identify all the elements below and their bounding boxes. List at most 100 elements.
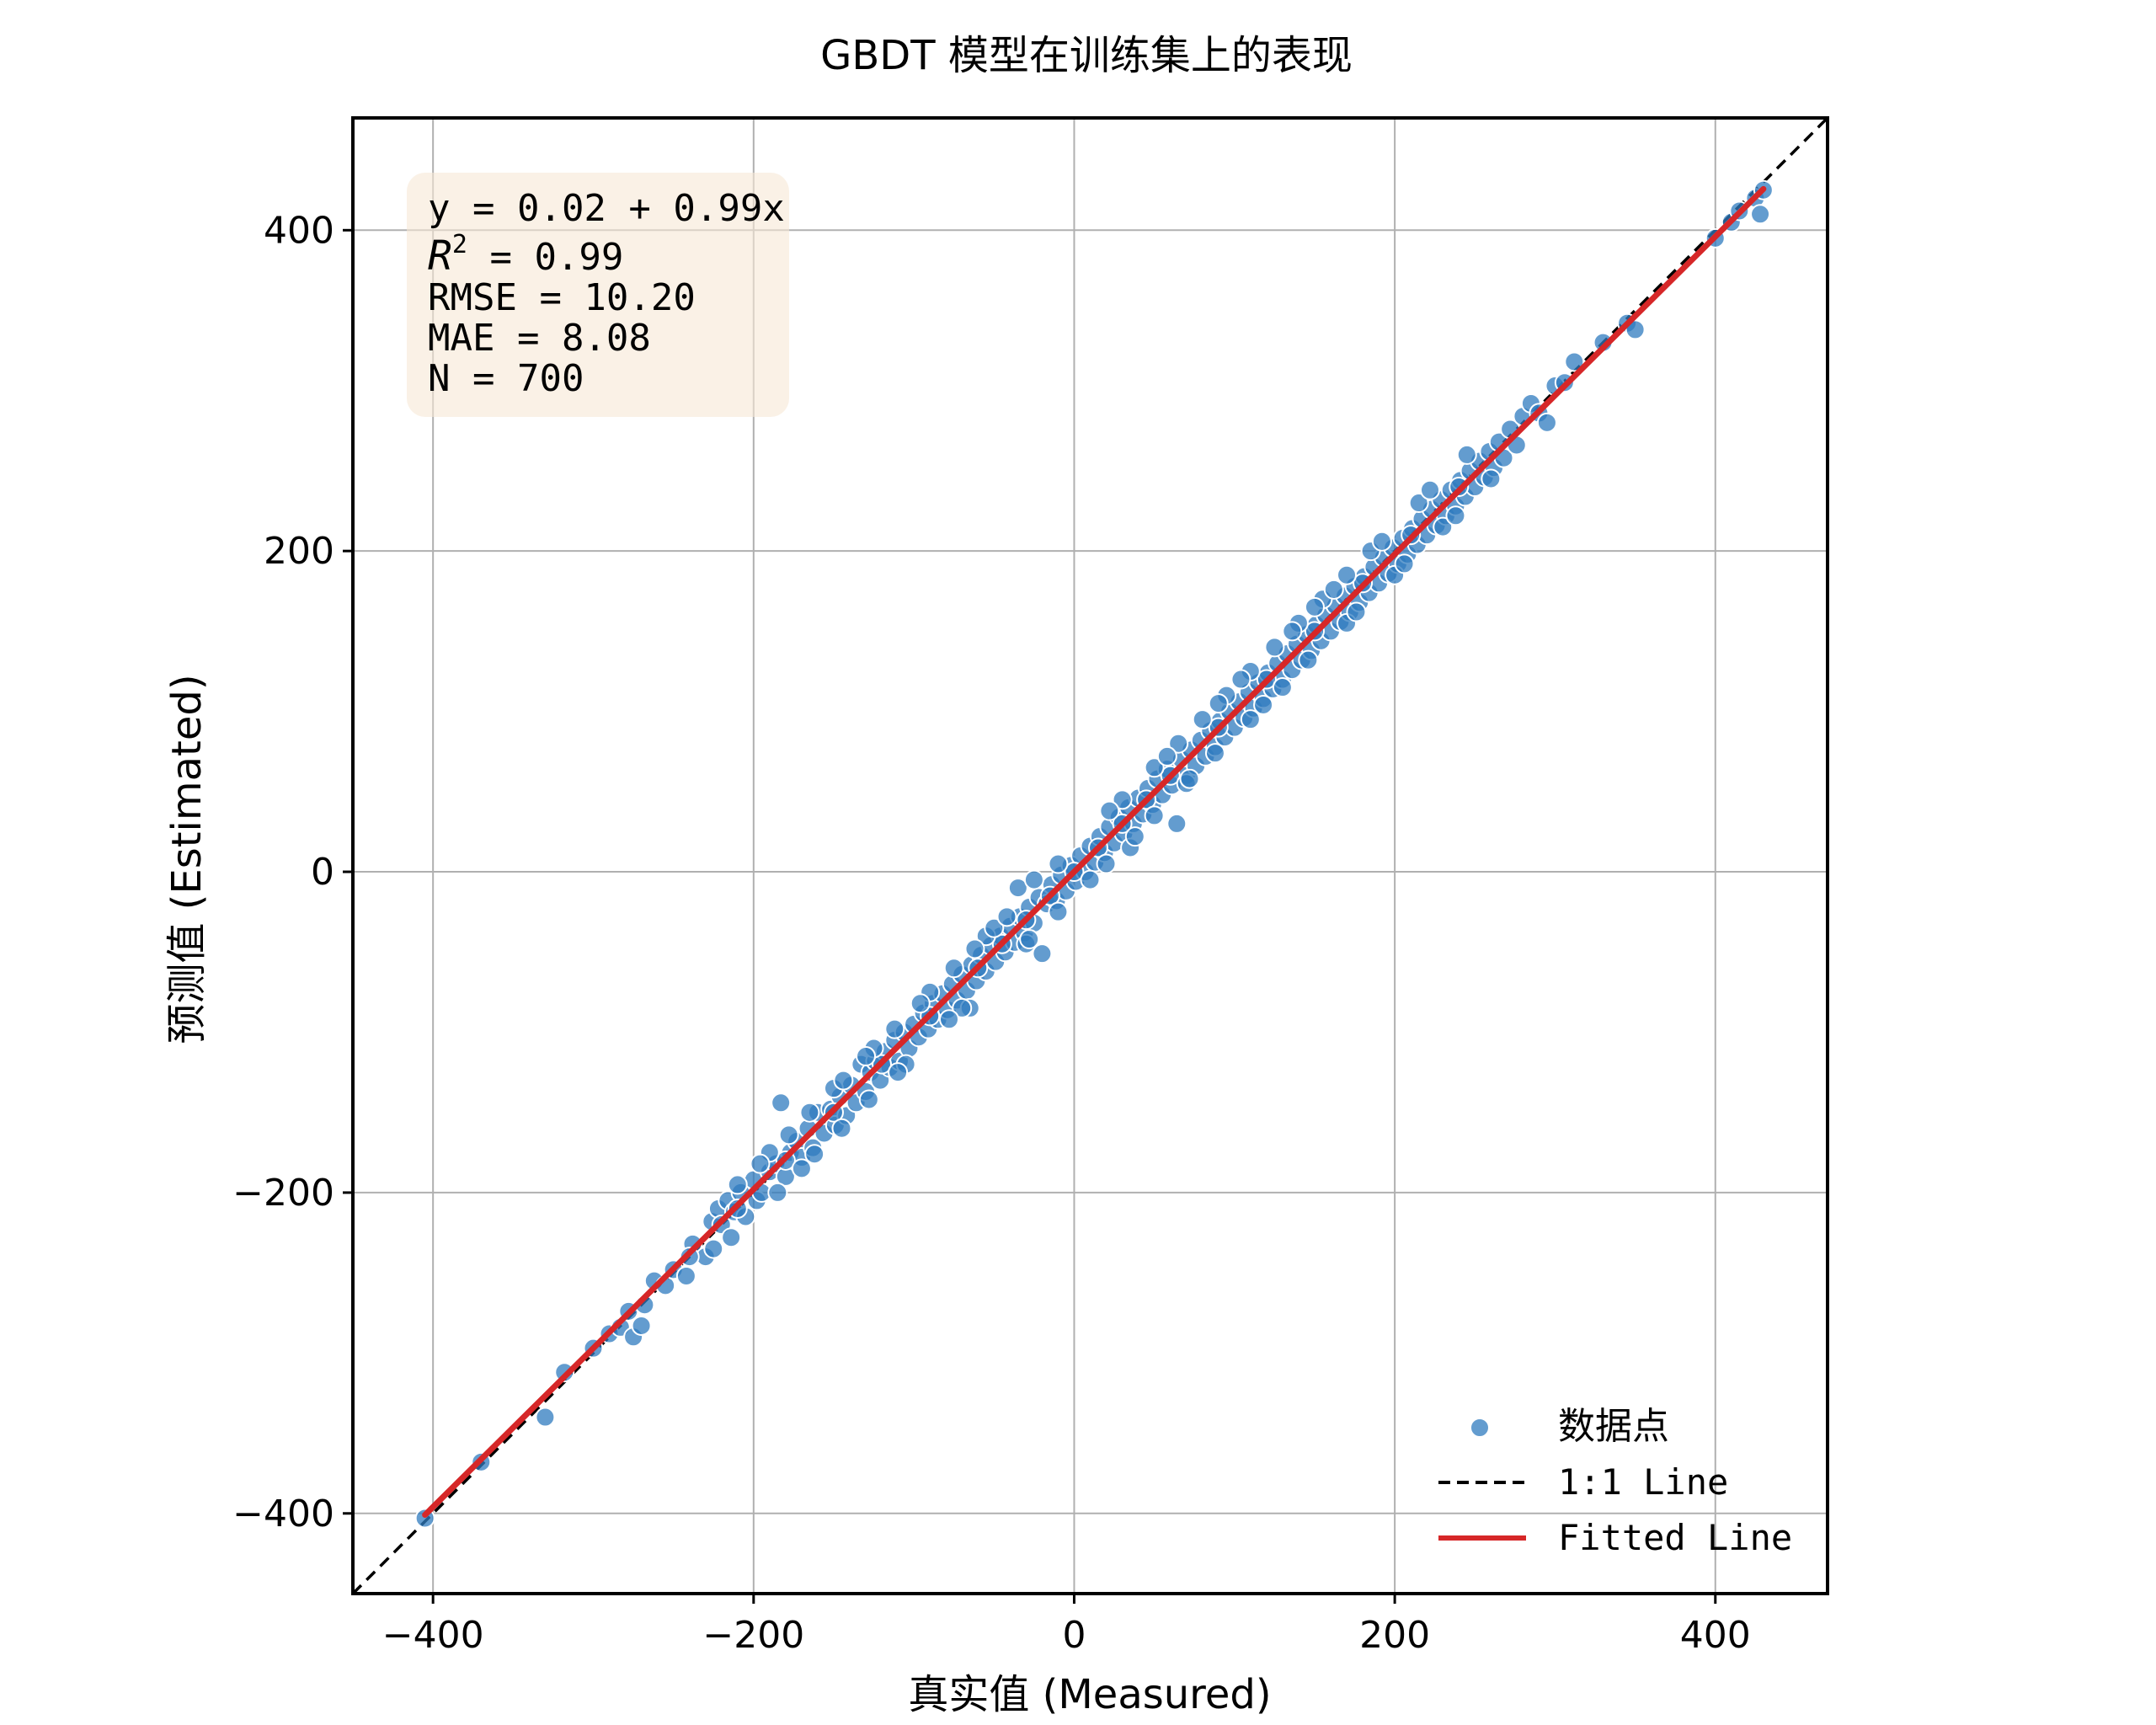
legend-label-fitted-line: Fitted Line bbox=[1558, 1517, 1792, 1558]
stats-r2: R2 = 0.99 bbox=[428, 230, 623, 280]
scatter-point bbox=[1023, 869, 1044, 890]
scatter-point bbox=[1144, 757, 1165, 778]
scatter-point bbox=[1408, 493, 1429, 514]
x-tick-label: −200 bbox=[702, 1614, 804, 1657]
legend-marker-points bbox=[1470, 1418, 1490, 1438]
x-axis-label: 真实值 (Measured) bbox=[908, 1671, 1271, 1718]
scatter-point bbox=[721, 1227, 742, 1248]
scatter-point bbox=[1298, 649, 1319, 670]
scatter-point bbox=[1564, 351, 1585, 372]
scatter-point bbox=[1156, 745, 1177, 766]
scatter-point bbox=[939, 1009, 960, 1030]
scatter-point bbox=[996, 906, 1017, 927]
scatter-point bbox=[1625, 319, 1646, 340]
scatter-point bbox=[791, 1158, 812, 1179]
scatter-point bbox=[778, 1124, 799, 1146]
scatter-point bbox=[554, 1362, 575, 1383]
scatter-point bbox=[1481, 468, 1502, 489]
x-tick-label: −400 bbox=[382, 1614, 484, 1657]
scatter-point bbox=[1433, 516, 1454, 537]
x-tick-label: 0 bbox=[1062, 1614, 1086, 1657]
scatter-point bbox=[1419, 479, 1440, 500]
scatter-point bbox=[858, 1089, 879, 1110]
scatter-point bbox=[1204, 743, 1225, 764]
plot-frame bbox=[351, 116, 1829, 1595]
x-axis-ticks: −400 −200 0 200 400 bbox=[382, 1594, 1751, 1657]
legend: 数据点 1:1 Line Fitted Line bbox=[1438, 1405, 1792, 1558]
scatter-point bbox=[984, 917, 1005, 938]
y-tick-label: 0 bbox=[311, 851, 334, 894]
scatter-point bbox=[884, 1018, 905, 1039]
scatter-point bbox=[1445, 505, 1466, 526]
scatter-point bbox=[767, 1182, 788, 1203]
scatter-point bbox=[1536, 412, 1557, 433]
x-tick-label: 400 bbox=[1680, 1614, 1751, 1657]
stats-n: N = 700 bbox=[428, 357, 584, 400]
stats-box-background bbox=[407, 173, 789, 417]
stats-box: y = 0.02 + 0.99x R2 = 0.99 RMSE = 10.20 … bbox=[407, 173, 789, 417]
scatter-point bbox=[771, 1092, 792, 1114]
scatter-point bbox=[1304, 596, 1325, 617]
scatter-point bbox=[1096, 853, 1117, 874]
fitted-line bbox=[422, 185, 1767, 1519]
scatter-point bbox=[1048, 901, 1069, 922]
scatter-point bbox=[833, 1070, 854, 1091]
scatter-point bbox=[535, 1407, 556, 1428]
scatter-point bbox=[1192, 709, 1213, 730]
scatter-point bbox=[1144, 805, 1165, 826]
scatter-point bbox=[1323, 579, 1344, 600]
scatter-point bbox=[1346, 601, 1367, 622]
scatter-point bbox=[1282, 621, 1303, 642]
scatter-point bbox=[1456, 444, 1477, 465]
scatter-point bbox=[1099, 800, 1120, 821]
scatter-point bbox=[1337, 564, 1358, 585]
scatter-point bbox=[1272, 677, 1293, 698]
scatter-point bbox=[1371, 531, 1392, 552]
y-tick-label: 400 bbox=[264, 209, 334, 252]
scatter-point bbox=[888, 1062, 909, 1083]
y-tick-label: −400 bbox=[232, 1493, 334, 1535]
scatter-point bbox=[804, 1144, 825, 1165]
scatter-point bbox=[675, 1265, 696, 1286]
scatter-point bbox=[1179, 768, 1200, 789]
stats-mae: MAE = 8.08 bbox=[428, 317, 651, 360]
legend-label-points: 数据点 bbox=[1558, 1405, 1669, 1448]
y-tick-label: −200 bbox=[232, 1172, 334, 1215]
scatter-point bbox=[1080, 869, 1101, 890]
y-axis-ticks: −400 −200 0 200 400 bbox=[232, 209, 353, 1535]
x-tick-label: 200 bbox=[1359, 1614, 1430, 1657]
scatter-point bbox=[799, 1102, 820, 1123]
legend-label-identity-line: 1:1 Line bbox=[1558, 1461, 1728, 1503]
stats-rmse: RMSE = 10.20 bbox=[428, 276, 696, 319]
y-tick-label: 200 bbox=[264, 530, 334, 573]
scatter-point bbox=[750, 1153, 771, 1174]
scatter-point bbox=[727, 1174, 748, 1195]
fit-layer bbox=[422, 185, 1767, 1519]
scatter-point bbox=[1253, 694, 1274, 715]
scatter-point bbox=[1394, 553, 1415, 574]
scatter-point bbox=[703, 1238, 724, 1259]
scatter-point bbox=[856, 1046, 877, 1067]
scatter-point bbox=[952, 997, 973, 1018]
scatter-point bbox=[1264, 637, 1285, 658]
scatter-point bbox=[910, 993, 931, 1014]
scatter-point bbox=[1168, 733, 1189, 754]
stats-equation: y = 0.02 + 0.99x bbox=[428, 187, 785, 230]
scatter-point bbox=[831, 1118, 852, 1139]
scatter-point bbox=[1032, 943, 1053, 964]
scatter-point bbox=[1240, 709, 1261, 730]
scatter-point bbox=[1166, 813, 1187, 834]
scatter-point bbox=[1007, 878, 1028, 899]
chart-title: GBDT 模型在训练集上的表现 bbox=[820, 32, 1353, 79]
scatter-point bbox=[631, 1315, 652, 1336]
scatter-point bbox=[1019, 929, 1040, 950]
scatter-point bbox=[964, 938, 985, 959]
scatter-point bbox=[943, 958, 964, 979]
scatter-point bbox=[1208, 693, 1229, 714]
scatter-point bbox=[1124, 826, 1145, 847]
scatter-point bbox=[1230, 669, 1251, 690]
y-axis-label: 预测值 (Estimated) bbox=[163, 674, 211, 1044]
scatter-point bbox=[1048, 853, 1069, 874]
scatter-point bbox=[1750, 204, 1771, 225]
